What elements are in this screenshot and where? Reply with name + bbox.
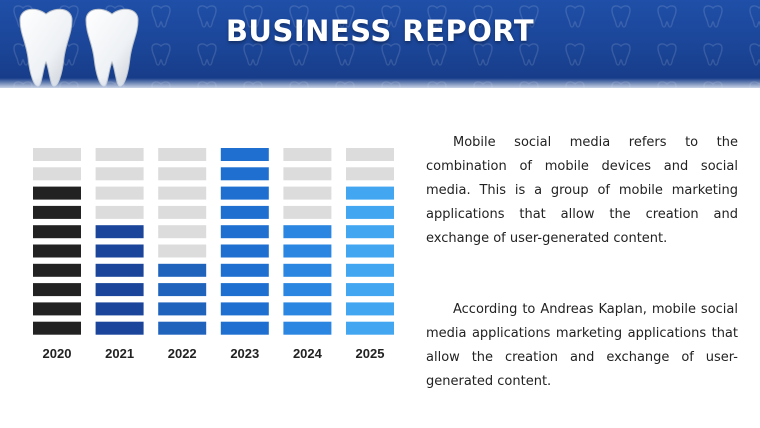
stacked-segment-chart: 2020 2021 2022 2023 2024 2025 [33,148,394,361]
bar-segment-filled-2024 [283,225,332,239]
description-paragraph-2: According to Andreas Kaplan, mobile soci… [426,302,738,389]
bar-segment-empty-2022 [158,167,207,181]
bar-segment-filled-2025 [346,283,394,297]
bar-segment-empty-2022 [158,186,207,200]
bar-segment-empty-2024 [283,167,332,181]
x-tick-label: 2025 [356,346,385,361]
bar-segment-filled-2021 [95,321,144,335]
bar-segment-empty-2025 [346,148,394,161]
bar-segment-filled-2020 [33,283,81,297]
bar-segment-empty-2022 [158,205,207,219]
bar-segment-filled-2021 [95,283,144,297]
bar-segment-filled-2021 [95,244,144,258]
bar-segment-empty-2022 [158,148,207,161]
bar-segment-filled-2025 [346,186,394,200]
header-banner: BUSINESS REPORT [0,0,760,88]
bar-segment-filled-2021 [95,263,144,277]
x-tick-label: 2022 [168,346,197,361]
bar-segment-filled-2024 [283,302,332,316]
bar-segment-filled-2023 [220,283,269,297]
bar-segment-empty-2021 [95,186,144,200]
bar-segment-filled-2023 [220,263,269,277]
bar-segment-filled-2022 [158,283,207,297]
bar-segment-empty-2020 [33,167,81,181]
bar-segment-empty-2022 [158,225,207,239]
x-tick-label: 2023 [230,346,259,361]
bar-segment-filled-2025 [346,205,394,219]
banner-bottom-fade [0,78,760,88]
bar-segment-filled-2024 [283,263,332,277]
bar-segment-empty-2024 [283,205,332,219]
bar-segment-filled-2023 [220,321,269,335]
bar-segment-filled-2025 [346,321,394,335]
bar-segment-filled-2020 [33,225,81,239]
teeth-illustration [19,8,139,87]
description-paragraph-1: Mobile social media refers to the combin… [426,135,738,246]
bar-segment-empty-2021 [95,205,144,219]
bar-segment-filled-2021 [95,302,144,316]
bar-segment-filled-2023 [220,148,269,161]
tooth-icon [19,8,73,87]
bar-segment-filled-2023 [220,302,269,316]
bar-segment-filled-2023 [220,225,269,239]
bar-segment-filled-2022 [158,302,207,316]
bar-segment-filled-2024 [283,321,332,335]
bar-segment-filled-2024 [283,244,332,258]
bar-segment-filled-2025 [346,302,394,316]
page-title: BUSINESS REPORT [225,14,535,48]
bar-segment-filled-2025 [346,244,394,258]
bar-segment-filled-2023 [220,205,269,219]
bar-segment-filled-2025 [346,225,394,239]
tooth-icon [85,8,139,87]
bar-segment-filled-2021 [95,225,144,239]
bar-segment-empty-2024 [283,186,332,200]
x-tick-label: 2021 [105,346,134,361]
bar-segment-empty-2021 [95,167,144,181]
bar-segment-filled-2020 [33,321,81,335]
bar-segment-empty-2025 [346,167,394,181]
bar-segment-filled-2020 [33,186,81,200]
bar-segment-filled-2024 [283,283,332,297]
bar-segment-filled-2023 [220,186,269,200]
bar-segment-filled-2022 [158,321,207,335]
x-tick-label: 2020 [43,346,72,361]
bar-segment-filled-2020 [33,205,81,219]
bar-segment-empty-2022 [158,244,207,258]
bar-segment-filled-2020 [33,244,81,258]
bar-segment-filled-2025 [346,263,394,277]
x-tick-label: 2024 [293,346,323,361]
bar-segment-filled-2023 [220,167,269,181]
bar-segment-filled-2020 [33,302,81,316]
bar-segment-filled-2020 [33,263,81,277]
bar-segment-empty-2021 [95,148,144,161]
bar-segment-empty-2024 [283,148,332,161]
bar-segment-empty-2020 [33,148,81,161]
bar-segment-filled-2022 [158,263,207,277]
bar-segment-filled-2023 [220,244,269,258]
